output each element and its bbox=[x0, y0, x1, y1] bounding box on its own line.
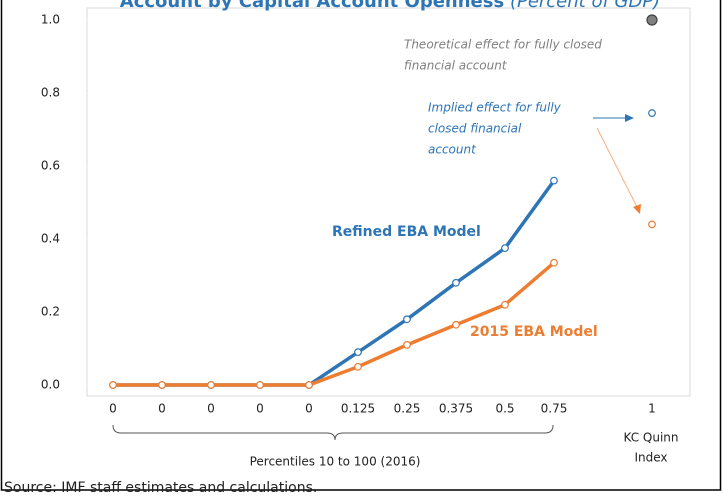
arrow bbox=[596, 127, 638, 208]
point bbox=[550, 258, 558, 267]
x-tick-label: 0.125 bbox=[341, 402, 375, 416]
x-note: KC Quinn bbox=[623, 431, 678, 445]
point bbox=[452, 320, 460, 329]
x-axis-label: Percentiles 10 to 100 (2016) bbox=[250, 455, 421, 469]
brace bbox=[112, 424, 554, 441]
annotation: account bbox=[428, 143, 477, 157]
annotation: financial account bbox=[404, 59, 508, 73]
y-tick-label: 0.4 bbox=[41, 232, 60, 246]
y-tick-label: 0.8 bbox=[41, 86, 60, 100]
annotation: Implied effect for fully bbox=[428, 101, 562, 115]
series-line bbox=[113, 113, 652, 385]
point bbox=[648, 109, 656, 117]
series-line bbox=[113, 224, 652, 385]
point bbox=[158, 381, 166, 389]
x-tick-label: 0.25 bbox=[394, 402, 421, 416]
chart-title: Account by Capital Account Openness (Per… bbox=[120, 0, 660, 12]
point bbox=[354, 348, 362, 357]
y-tick-label: 1.0 bbox=[41, 13, 60, 27]
subtitle: (Percent of GDP) bbox=[510, 0, 660, 12]
y-tick-label: 0.0 bbox=[41, 378, 60, 392]
point bbox=[256, 381, 264, 389]
point bbox=[501, 300, 509, 309]
point bbox=[550, 176, 558, 185]
point bbox=[207, 381, 215, 389]
x-tick-label: 0 bbox=[158, 402, 166, 416]
x-tick-label: 0.375 bbox=[439, 402, 473, 416]
y-tick-label: 0.6 bbox=[41, 159, 60, 173]
x-tick-label: 1 bbox=[648, 402, 656, 416]
point bbox=[403, 315, 411, 324]
y-tick-label: 0.2 bbox=[41, 305, 60, 319]
x-tick-label: 0 bbox=[305, 402, 313, 416]
x-tick-label: 0 bbox=[109, 402, 117, 416]
x-tick-label: 0 bbox=[256, 402, 264, 416]
point bbox=[648, 220, 656, 229]
x-tick-label: 0.75 bbox=[541, 402, 568, 416]
point bbox=[646, 14, 658, 26]
annotation: Theoretical effect for fully closed bbox=[404, 38, 602, 52]
point bbox=[403, 340, 411, 349]
point bbox=[109, 381, 117, 389]
series-label: Refined EBA Model bbox=[332, 224, 481, 240]
series-label: 2015 EBA Model bbox=[470, 324, 598, 340]
point bbox=[452, 278, 460, 287]
annotation: closed financial bbox=[428, 122, 522, 136]
source: Source: IMF staff estimates and calculat… bbox=[4, 480, 317, 496]
arrow-head bbox=[625, 114, 634, 122]
title: Account by Capital Account Openness bbox=[120, 0, 504, 12]
x-tick-label: 0 bbox=[207, 402, 215, 416]
x-tick-label: 0.5 bbox=[495, 402, 514, 416]
plot-area bbox=[86, 7, 691, 397]
point bbox=[501, 244, 509, 253]
point bbox=[305, 381, 313, 389]
x-note: Index bbox=[634, 451, 667, 465]
point bbox=[354, 362, 362, 371]
arrow-head bbox=[633, 204, 641, 214]
